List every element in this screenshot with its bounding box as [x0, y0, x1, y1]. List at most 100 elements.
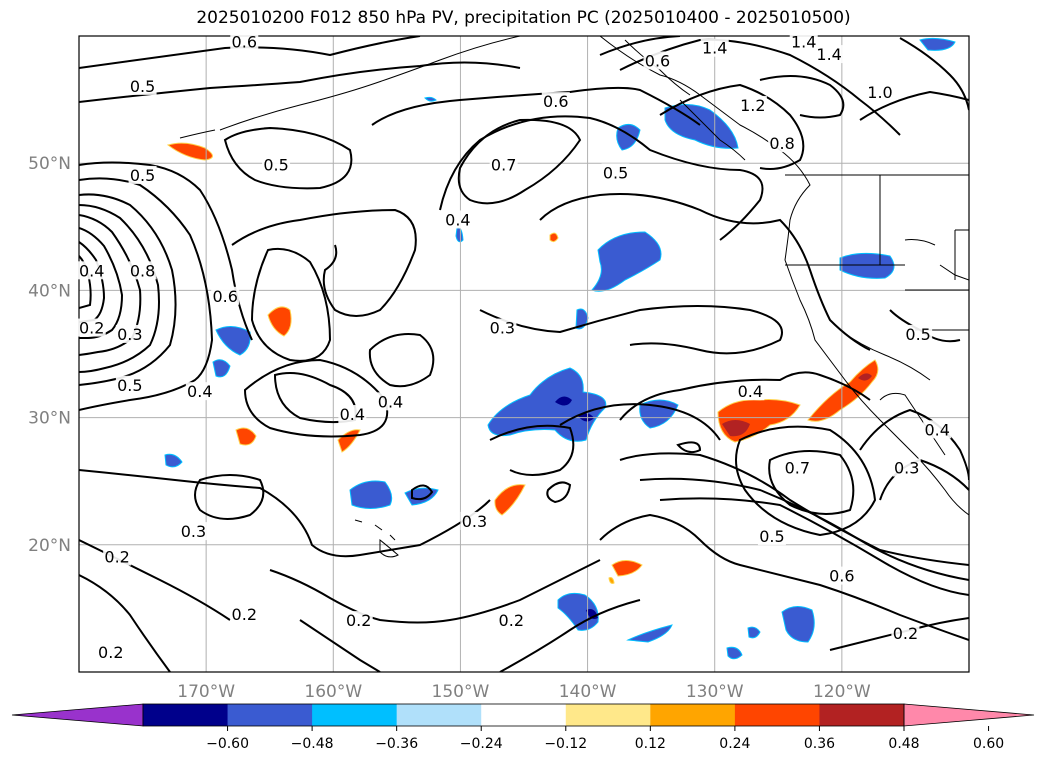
colorbar-segment [396, 704, 482, 726]
contour-label: 1.0 [867, 83, 892, 102]
contour-label-background [103, 547, 132, 566]
contour-label-background [376, 392, 405, 411]
contour-label-background [128, 76, 157, 95]
contour-label-background [815, 45, 844, 64]
contour-label: 0.4 [378, 392, 403, 411]
longitude-tick-label: 130°W [686, 682, 744, 702]
latitude-tick-label: 20°N [28, 536, 71, 556]
colorbar-max-extension [903, 703, 1035, 727]
contour-label-background [891, 623, 920, 642]
contour-label-background [601, 163, 630, 182]
latitude-tick-label: 40°N [28, 281, 71, 301]
contour-label-background [230, 604, 259, 623]
contour-label-background [443, 210, 472, 229]
contour-label-background [497, 611, 526, 630]
latitude-tick-label: 30°N [28, 409, 71, 429]
contour-label-background [789, 32, 818, 51]
contour-label: 0.6 [543, 92, 568, 111]
colorbar-segment [819, 704, 905, 726]
contour-label-background [128, 261, 157, 280]
longitude-labels: 170°W 160°W 150°W 140°W 130°W 120°W [177, 682, 871, 702]
contour-label-background [115, 324, 144, 343]
colorbar-tick-label: 0.24 [719, 736, 750, 752]
contour-label: 1.2 [740, 96, 765, 115]
map-background [79, 36, 969, 672]
hawaii-islands [354, 519, 399, 558]
contour-label-background [77, 261, 106, 280]
contour-label-background [262, 155, 291, 174]
contour-label: 1.4 [816, 45, 841, 64]
contour-label-background [115, 375, 144, 394]
colorbar-segment [143, 704, 229, 726]
contour-label: 1.4 [702, 39, 727, 58]
contour-label: 0.8 [130, 261, 155, 280]
contour-label: 0.7 [785, 458, 810, 477]
contour-label-background [768, 134, 797, 153]
contour-label-background [783, 458, 812, 477]
colorbar-tick-label: 0.36 [804, 736, 835, 752]
contour-label-background [230, 32, 259, 51]
contour-label: 0.5 [603, 163, 628, 182]
contour-label: 0.4 [445, 210, 470, 229]
contour-label-background [488, 318, 517, 337]
contour-label: 0.4 [924, 420, 949, 439]
contour-label-background [344, 611, 373, 630]
contour-label-background [892, 458, 921, 477]
contour-label: 0.3 [462, 512, 487, 531]
contour-label-background [211, 286, 240, 305]
contour-label-background [185, 382, 214, 401]
colorbar-segment [312, 704, 398, 726]
colorbar-min-extension [11, 703, 144, 727]
contour-label-background [643, 51, 672, 70]
contour-label-background [700, 38, 729, 57]
colorbar-tick-label: −0.48 [291, 736, 334, 752]
longitude-tick-label: 140°W [559, 682, 617, 702]
contour-label-background [757, 527, 786, 546]
latitude-tick-label: 50°N [28, 154, 71, 174]
contour-label: 0.6 [232, 32, 257, 51]
contour-label: 0.4 [340, 405, 365, 424]
colorbar-segment [227, 704, 313, 726]
contour-label: 0.3 [894, 458, 919, 477]
colorbar-frame [142, 703, 905, 727]
colorbar-tick-label: 0.48 [888, 736, 919, 752]
longitude-tick-label: 120°W [813, 682, 871, 702]
contour-label: 0.5 [263, 156, 288, 175]
contour-label-background [77, 318, 106, 337]
contour-label: 0.2 [499, 611, 524, 630]
longitude-tick-label: 170°W [177, 682, 235, 702]
colorbar-tick-label: 0.12 [635, 736, 666, 752]
pv-contours [79, 36, 969, 672]
contour-label: 0.2 [232, 605, 257, 624]
contour-label-background [904, 324, 933, 343]
contour-label: 0.5 [130, 166, 155, 185]
contour-label: 0.8 [769, 134, 794, 153]
contour-label: 0.3 [117, 325, 142, 344]
contour-labels: 0.6 0.5 0.5 0.5 0.4 0.8 0.6 0.2 0.3 0.5 0.4 0.4 0.4 0… [77, 32, 952, 662]
contour-label-background [338, 405, 367, 424]
contour-label: 0.2 [893, 624, 918, 643]
contour-label-background [460, 511, 489, 530]
colorbar-segment [650, 704, 736, 726]
contour-label: 0.5 [117, 376, 142, 395]
colorbar-tick-label: −0.60 [206, 736, 249, 752]
colorbar: −0.60 −0.48 −0.36 −0.24 −0.12 0.12 0.24 0.36 0.4… [11, 703, 1035, 752]
contour-label: 0.6 [212, 287, 237, 306]
colorbar-tick-label: 0.60 [973, 736, 1004, 752]
latitude-labels: 20°N 30°N 40°N 50°N [28, 154, 71, 556]
contour-label: 0.5 [759, 527, 784, 546]
contour-label-background [96, 642, 125, 661]
contour-label: 0.2 [104, 548, 129, 567]
colorbar-segment [481, 704, 567, 726]
contour-label: 0.7 [491, 156, 516, 175]
coastlines [179, 36, 969, 516]
contour-label-background [489, 155, 518, 174]
contour-label: 0.4 [187, 382, 212, 401]
contour-label: 0.2 [346, 611, 371, 630]
precipitation-shading [164, 37, 956, 660]
longitude-tick-label: 160°W [304, 682, 362, 702]
contour-label-background [128, 165, 157, 184]
colorbar-tick-label: −0.36 [375, 736, 418, 752]
contour-label: 0.4 [738, 382, 763, 401]
